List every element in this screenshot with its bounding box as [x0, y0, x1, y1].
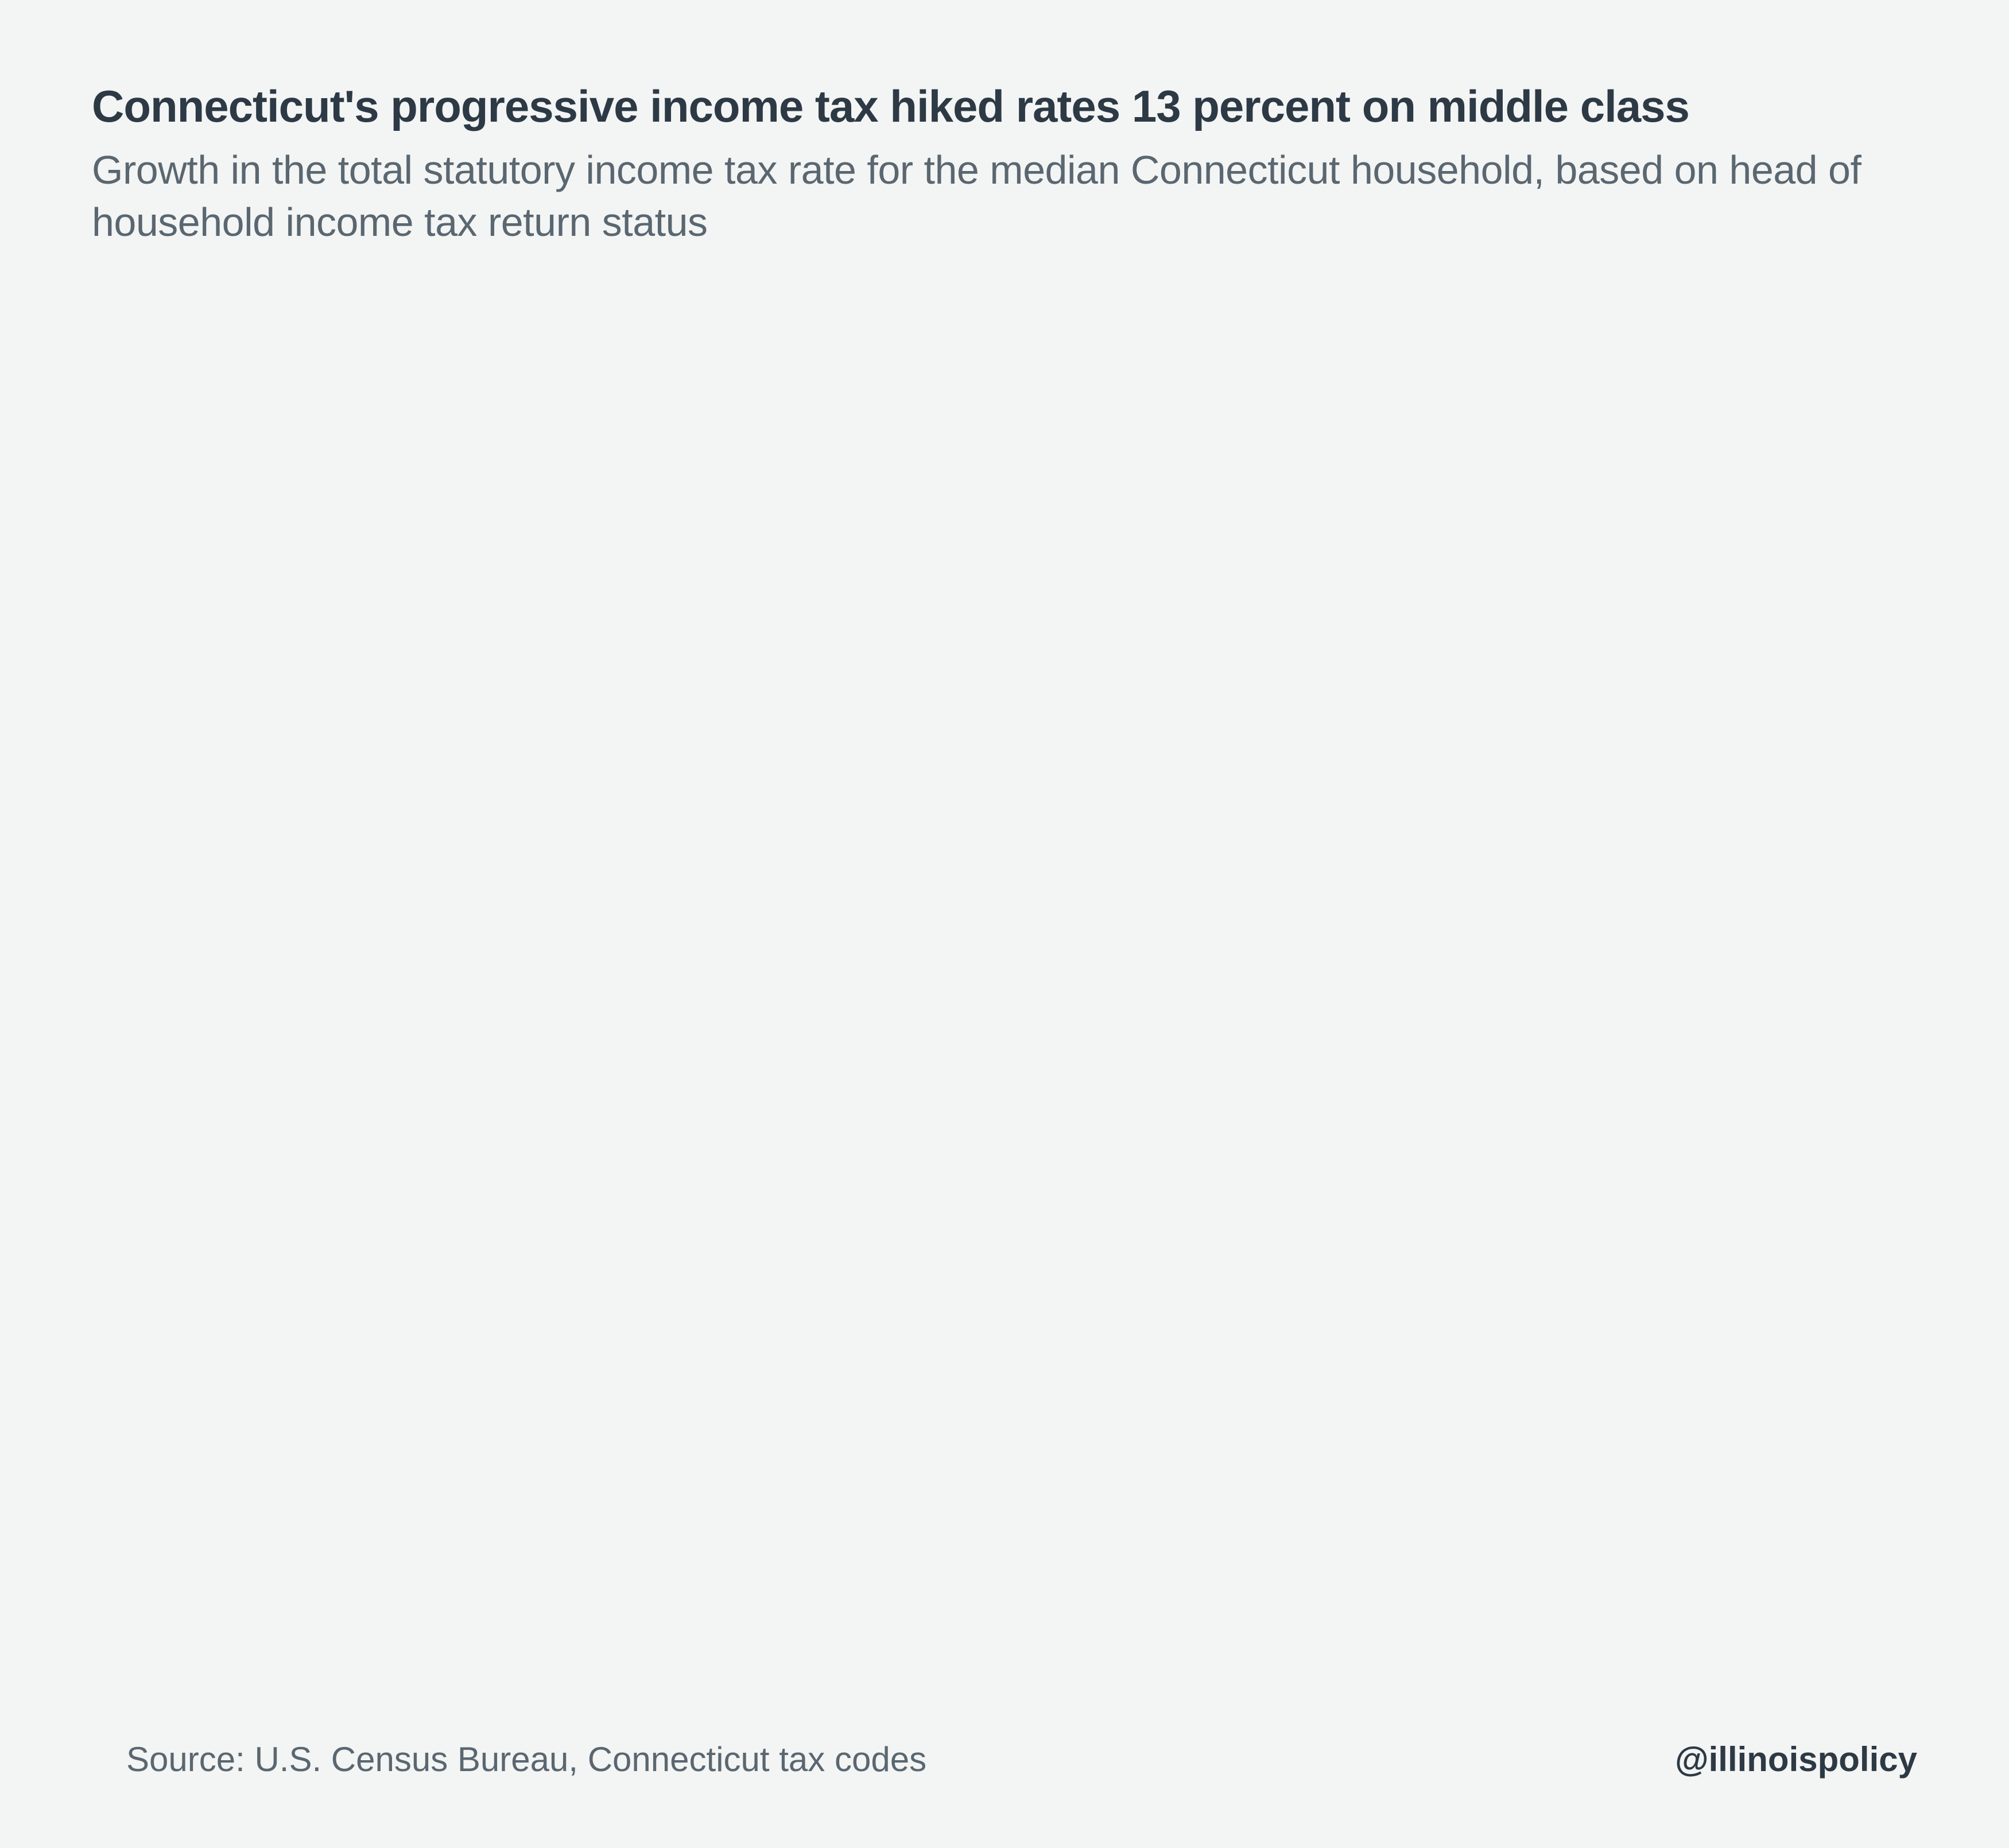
source-text: Source: U.S. Census Bureau, Connecticut …: [126, 1740, 926, 1779]
line-chart: [115, 392, 1837, 1396]
attribution-handle: @illinoispolicy: [1675, 1740, 1917, 1779]
chart-footer: Source: U.S. Census Bureau, Connecticut …: [92, 1740, 1917, 1779]
chart-container: [115, 392, 1917, 1625]
chart-subtitle: Growth in the total statutory income tax…: [92, 144, 1917, 249]
chart-title: Connecticut's progressive income tax hik…: [92, 80, 1917, 133]
